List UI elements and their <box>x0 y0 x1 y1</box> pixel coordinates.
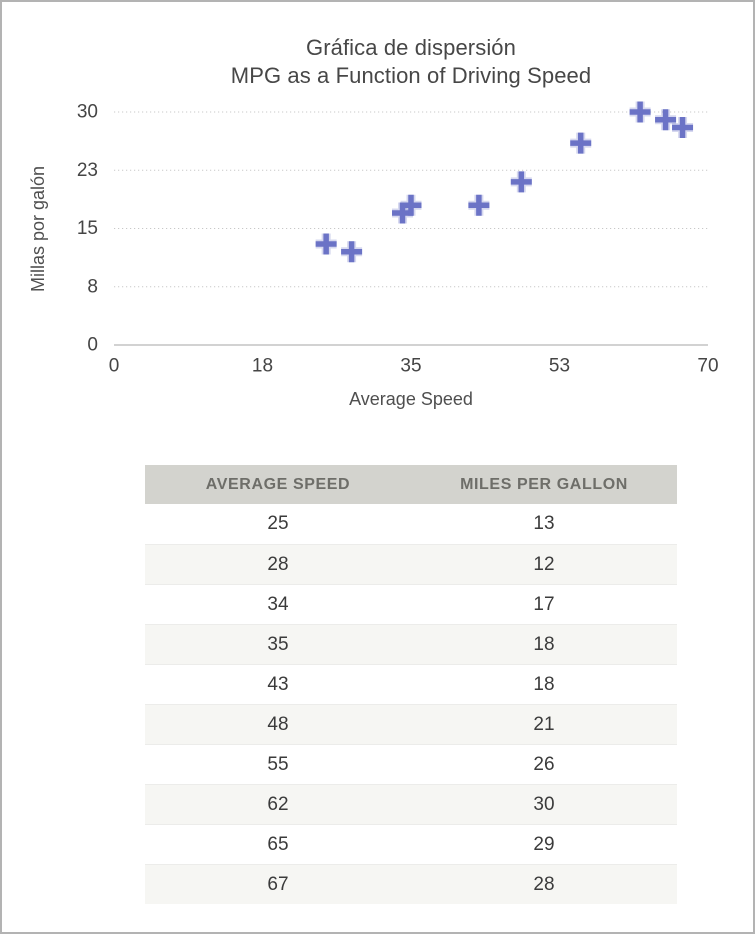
table-row: 67 28 <box>145 864 677 904</box>
table-header-row: AVERAGE SPEED MILES PER GALLON <box>145 465 677 504</box>
table-cell: 26 <box>533 753 555 775</box>
tick-layer: 30 23 15 8 00 18 35 53 70 <box>77 102 719 377</box>
scatter-point <box>341 241 363 263</box>
table-cell: 17 <box>533 593 555 615</box>
scatter-point <box>400 194 422 216</box>
table-row: 48 21 <box>145 704 677 744</box>
table-cell: 13 <box>533 513 555 534</box>
y-tick-label: 15 <box>77 218 98 239</box>
table-cell: 65 <box>267 833 289 855</box>
header-cell-average-speed: AVERAGE SPEED <box>205 475 351 493</box>
table-cell: 25 <box>267 513 289 534</box>
table-cell: 18 <box>533 633 555 655</box>
y-axis-title: Millas por galón <box>28 166 48 292</box>
scatter-point <box>510 171 532 193</box>
table-cell: 12 <box>533 553 555 575</box>
table-cell: 28 <box>533 873 555 895</box>
chart-title-line-1: Gráfica de dispersión <box>306 35 516 60</box>
scatter-point <box>570 132 592 154</box>
table-cell: 55 <box>267 753 289 775</box>
table-cell: 48 <box>267 713 289 735</box>
table-cell: 35 <box>267 633 289 655</box>
scatter-point <box>468 194 490 216</box>
scatter-chart: Average Speed Millas por galón 30 23 15 8 00… <box>28 101 719 409</box>
scatter-point <box>629 101 651 123</box>
table-cell: 34 <box>267 593 289 615</box>
table-cell: 62 <box>267 793 289 815</box>
scatter-point <box>655 109 677 131</box>
y-tick-label: 0 <box>87 335 98 356</box>
table-cell: 43 <box>267 673 289 695</box>
x-axis-title: Average Speed <box>349 389 473 409</box>
x-tick-label: 35 <box>400 356 421 377</box>
table-cell: 67 <box>267 873 289 895</box>
table-cell: 21 <box>533 713 555 735</box>
table-cell: 18 <box>533 673 555 695</box>
scatter-point <box>672 117 694 139</box>
table-row: 55 26 <box>145 744 677 784</box>
grid-layer <box>114 111 708 346</box>
chart-title-line-2: MPG as a Function of Driving Speed <box>230 63 592 88</box>
x-tick-label: 18 <box>252 356 273 377</box>
table-row: 35 18 <box>145 624 677 664</box>
table-row: 25 13 <box>145 504 677 544</box>
y-tick-label: 23 <box>77 160 98 181</box>
x-tick-label: 70 <box>697 356 718 377</box>
table-row: 65 29 <box>145 824 677 864</box>
x-tick-label: 0 <box>109 356 120 377</box>
scatter-points-layer <box>315 101 694 263</box>
y-tick-label: 8 <box>87 276 98 297</box>
data-table: AVERAGE SPEED MILES PER GALLON 25 13 28 12 3… <box>145 465 677 904</box>
table-row: 34 17 <box>145 584 677 624</box>
y-tick-label: 30 <box>77 102 98 123</box>
table-row: 62 30 <box>145 784 677 824</box>
chart-title: Gráfica de dispersión MPG as a Function … <box>114 34 708 90</box>
table-cell: 29 <box>533 833 555 855</box>
table-cell: 30 <box>533 793 555 815</box>
table-row: 43 18 <box>145 664 677 704</box>
x-tick-label: 53 <box>549 356 570 377</box>
table-row: 28 12 <box>145 544 677 584</box>
table-cell: 28 <box>267 553 289 575</box>
table-body: 25 13 28 12 34 17 35 18 43 18 48 21 55 26 62 30 65 29 67 28 <box>145 504 677 904</box>
scatter-point <box>315 233 337 255</box>
header-cell-miles-per-gallon: MILES PER GALLON <box>460 475 628 493</box>
